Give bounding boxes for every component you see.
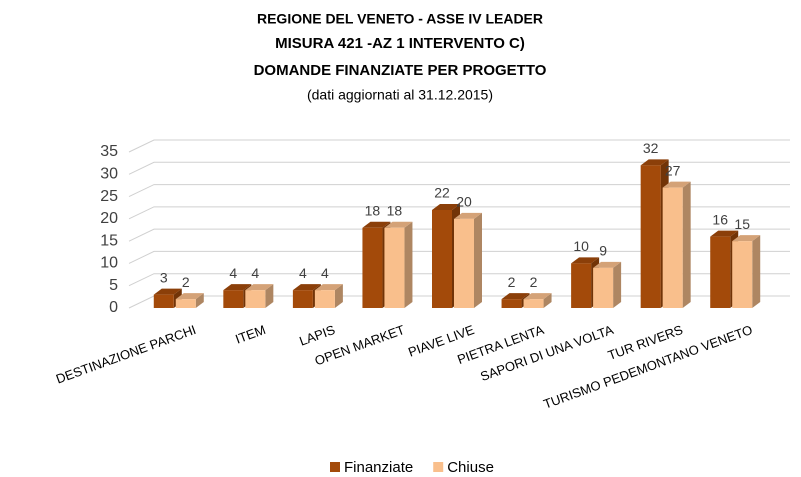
- bar-face: [501, 299, 522, 308]
- bar-face: [223, 290, 244, 308]
- grid-line: [128, 184, 790, 198]
- bar-face: [223, 284, 252, 291]
- value-label: 4: [321, 265, 329, 281]
- bar-face: [710, 236, 731, 308]
- chart-subtitle: (dati aggiornati al 31.12.2015): [307, 87, 493, 103]
- value-label: 10: [573, 238, 589, 254]
- value-label: 9: [599, 243, 607, 259]
- value-label: 2: [508, 274, 516, 290]
- value-label: 18: [365, 202, 381, 218]
- y-tick-label: 25: [100, 188, 118, 205]
- bar-face: [571, 263, 592, 308]
- bar-face: [752, 235, 761, 308]
- grid-line: [128, 228, 790, 242]
- value-label: 4: [299, 265, 307, 281]
- bar-face: [662, 181, 691, 188]
- bar-face: [682, 181, 691, 308]
- bar: [245, 284, 274, 308]
- legend-label: Finanziate: [344, 459, 413, 476]
- bar-face: [175, 293, 204, 300]
- bar-face: [571, 257, 600, 264]
- bar: [384, 221, 413, 308]
- y-tick-label: 35: [100, 143, 118, 160]
- chart-title: MISURA 421 -AZ 1 INTERVENTO C): [275, 35, 525, 52]
- bar-face: [593, 267, 614, 308]
- bar-face: [245, 290, 266, 308]
- legend-swatch: [330, 462, 340, 472]
- y-tick-label: 5: [109, 277, 118, 294]
- bar: [454, 212, 482, 308]
- bar-face: [732, 235, 761, 242]
- bar-face: [523, 299, 544, 308]
- grid-line: [128, 250, 790, 264]
- bar-face: [265, 284, 274, 308]
- bar: [175, 293, 204, 308]
- bar-face: [593, 261, 622, 268]
- bar-face: [153, 294, 174, 308]
- x-tick-label: DESTINAZIONE PARCHI: [54, 322, 198, 387]
- bar-face: [314, 290, 335, 308]
- value-label: 4: [251, 265, 259, 281]
- bar-face: [501, 293, 530, 300]
- bar-face: [175, 299, 196, 308]
- y-tick-label: 20: [100, 210, 118, 227]
- value-label: 20: [456, 194, 472, 210]
- grid-line: [128, 161, 790, 175]
- x-tick-label: ITEM: [233, 322, 267, 347]
- bar-face: [195, 293, 204, 308]
- bar-face: [314, 284, 343, 291]
- x-tick-label: LAPIS: [297, 322, 337, 349]
- value-label: 27: [665, 162, 681, 178]
- y-tick-label: 10: [100, 255, 118, 272]
- bar: [523, 293, 552, 308]
- bar-face: [292, 284, 321, 291]
- value-label: 3: [160, 269, 168, 285]
- bar-face: [640, 165, 661, 308]
- bar-face: [523, 293, 552, 300]
- value-label: 2: [182, 274, 190, 290]
- bar: [314, 284, 343, 308]
- bar-face: [543, 293, 552, 308]
- bar-face: [404, 221, 413, 308]
- grid-line: [128, 206, 790, 220]
- bar-face: [362, 227, 383, 308]
- value-label: 4: [229, 265, 237, 281]
- y-tick-label: 30: [100, 166, 118, 183]
- bar-face: [613, 261, 622, 308]
- bar-face: [292, 290, 313, 308]
- legend-label: Chiuse: [447, 459, 494, 476]
- value-label: 15: [734, 216, 750, 232]
- bar-face: [662, 187, 683, 308]
- bar-face: [732, 241, 753, 308]
- y-tick-label: 0: [109, 299, 118, 316]
- bar: [732, 235, 761, 308]
- bar-face: [432, 203, 460, 210]
- value-label: 2: [530, 274, 538, 290]
- bar-face: [245, 284, 274, 291]
- value-label: 18: [387, 202, 403, 218]
- bar-face: [153, 288, 182, 295]
- value-label: 22: [434, 185, 450, 201]
- bar-face: [454, 212, 482, 219]
- bar-face: [432, 209, 452, 308]
- value-label: 16: [712, 211, 728, 227]
- bar: [662, 181, 691, 308]
- bar-face: [710, 230, 739, 237]
- legend-swatch: [433, 462, 444, 472]
- value-label: 32: [643, 140, 659, 156]
- bar-face: [362, 221, 391, 228]
- chart-title: REGIONE DEL VENETO - ASSE IV LEADER: [257, 11, 543, 27]
- bar-face: [334, 284, 343, 308]
- y-tick-label: 15: [100, 232, 118, 249]
- grid-line: [128, 139, 790, 153]
- chart-title: DOMANDE FINANZIATE PER PROGETTO: [254, 62, 547, 79]
- bar: [593, 261, 622, 308]
- bar-face: [384, 221, 413, 228]
- bar-face: [474, 212, 482, 308]
- bar-face: [454, 218, 474, 308]
- bar-face: [640, 159, 669, 166]
- bar-face: [384, 227, 405, 308]
